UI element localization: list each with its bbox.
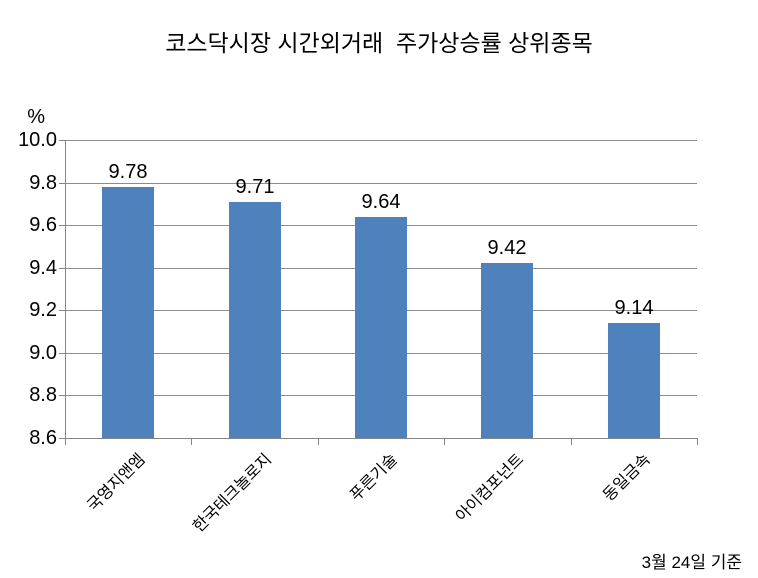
- bar: [481, 263, 533, 438]
- x-axis-category-label: 한국테크놀로지: [189, 451, 275, 536]
- y-axis-label: 10.0: [18, 129, 57, 151]
- x-axis-tick: [570, 439, 572, 445]
- bar-value-label: 9.42: [487, 237, 527, 259]
- y-axis-line: [65, 140, 66, 439]
- bar-value-label: 9.78: [108, 161, 148, 183]
- x-axis-line: [65, 438, 698, 439]
- y-axis-label: 9.0: [29, 341, 57, 364]
- x-axis-tick: [191, 439, 193, 445]
- y-axis-label: 9.6: [29, 214, 57, 237]
- footnote: 3월 24일 기준: [641, 553, 742, 572]
- y-axis-tick: [59, 182, 65, 184]
- x-axis-tick: [65, 439, 66, 445]
- y-axis-tick: [59, 140, 65, 141]
- bar-value-label: 9.71: [235, 176, 275, 198]
- gridline: [65, 182, 697, 184]
- chart-title: 코스닥시장 시간외거래 주가상승률 상위종목: [165, 30, 593, 56]
- y-axis-tick: [59, 352, 65, 354]
- y-axis-label: 9.8: [29, 171, 57, 194]
- bar: [102, 187, 154, 438]
- y-axis-label: 8.6: [29, 427, 57, 449]
- y-axis-tick: [59, 267, 65, 269]
- bar: [355, 217, 407, 438]
- y-axis-label: 9.4: [29, 256, 57, 279]
- y-axis-label: 8.8: [29, 384, 57, 407]
- y-axis-tick: [59, 310, 65, 312]
- x-axis-tick: [697, 439, 698, 445]
- x-axis-tick: [444, 439, 446, 445]
- gridline: [65, 140, 697, 141]
- x-axis-category-label: 푸른기술: [347, 451, 402, 505]
- bar: [608, 323, 660, 438]
- x-axis-category-label: 국영지앤엠: [84, 451, 149, 516]
- x-axis-category-label: 동일금속: [600, 451, 654, 505]
- y-axis-label: 9.2: [29, 299, 57, 322]
- y-axis-tick: [59, 395, 65, 397]
- y-axis-unit-label: %: [27, 106, 45, 128]
- bar-value-label: 9.14: [614, 297, 654, 319]
- bar: [229, 202, 281, 438]
- x-axis-category-label: 아이컴포넌트: [452, 451, 528, 526]
- y-axis-tick: [59, 438, 65, 439]
- y-axis-tick: [59, 225, 65, 227]
- bar-value-label: 9.64: [361, 191, 401, 213]
- x-axis-tick: [317, 439, 319, 445]
